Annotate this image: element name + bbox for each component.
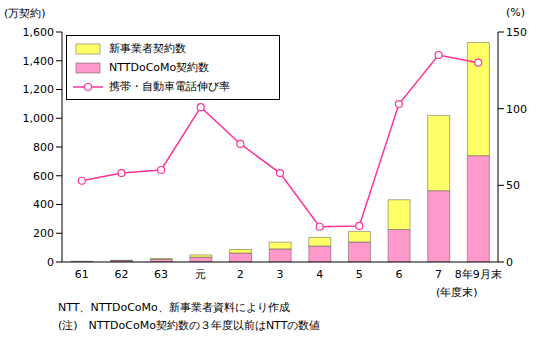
svg-text:元: 元 bbox=[195, 268, 206, 281]
html-text:(注) NTTDoCoMo契約数の３年度以前はNTTの数値: (注) NTTDoCoMo契約数の３年度以前はNTTの数値 bbox=[58, 319, 321, 332]
svg-text:5: 5 bbox=[356, 268, 363, 281]
svg-text:4: 4 bbox=[316, 268, 323, 281]
html-text:(万契約): (万契約) bbox=[4, 7, 46, 20]
svg-text:1,600: 1,600 bbox=[23, 26, 55, 39]
svg-text:200: 200 bbox=[33, 227, 54, 240]
svg-text:0: 0 bbox=[506, 256, 513, 269]
html-text:NTT、NTTDoCoMo、新事業者資料により作成: NTT、NTTDoCoMo、新事業者資料により作成 bbox=[58, 301, 290, 314]
svg-text:2: 2 bbox=[237, 268, 244, 281]
svg-text:800: 800 bbox=[33, 141, 54, 154]
svg-text:1,200: 1,200 bbox=[23, 83, 55, 96]
svg-text:1,400: 1,400 bbox=[23, 55, 55, 68]
svg-text:63: 63 bbox=[154, 268, 168, 281]
svg-text:100: 100 bbox=[506, 103, 527, 116]
html-text:NTTDoCoMo契約数: NTTDoCoMo契約数 bbox=[109, 61, 210, 74]
svg-text:8年9月末: 8年9月末 bbox=[455, 268, 502, 281]
svg-text:50: 50 bbox=[506, 179, 520, 192]
svg-text:61: 61 bbox=[75, 268, 89, 281]
svg-text:3: 3 bbox=[277, 268, 284, 281]
svg-text:1,000: 1,000 bbox=[23, 112, 55, 125]
svg-text:600: 600 bbox=[33, 170, 54, 183]
html-text:新事業者契約数: 新事業者契約数 bbox=[109, 42, 186, 55]
svg-text:400: 400 bbox=[33, 198, 54, 211]
svg-text:6: 6 bbox=[395, 268, 402, 281]
svg-text:7: 7 bbox=[435, 268, 442, 281]
svg-text:150: 150 bbox=[506, 26, 527, 39]
html-text:(年度末): (年度末) bbox=[436, 286, 478, 299]
html-text:携帯・自動車電話伸び率: 携帯・自動車電話伸び率 bbox=[109, 80, 230, 93]
svg-text:0: 0 bbox=[47, 256, 54, 269]
svg-text:62: 62 bbox=[114, 268, 128, 281]
